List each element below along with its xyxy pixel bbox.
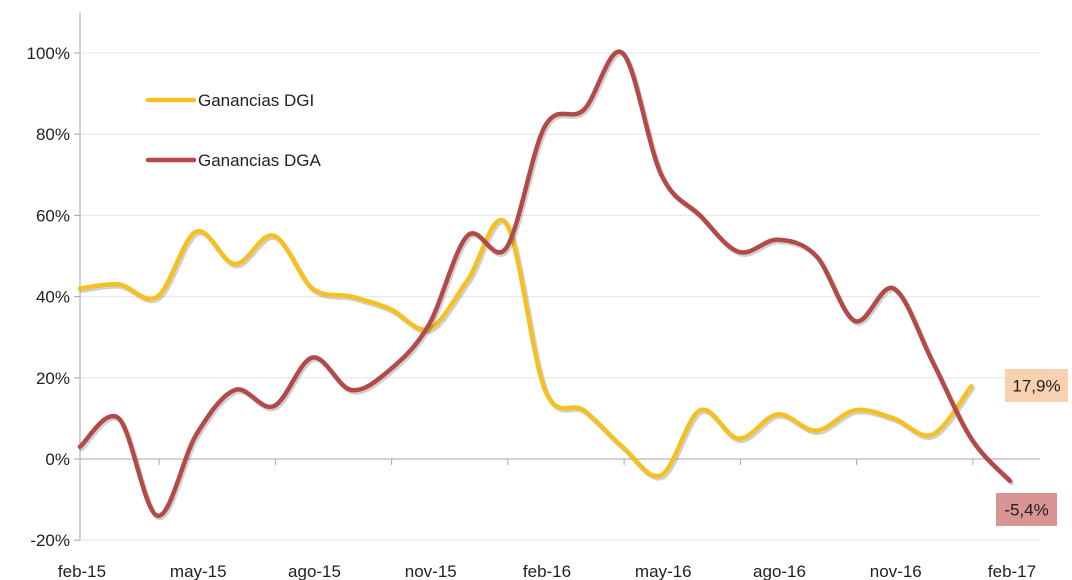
y-tick-label: -20% bbox=[30, 531, 70, 550]
x-tick-label: may-16 bbox=[635, 562, 692, 580]
legend-label-ganancias-dga: Ganancias DGA bbox=[198, 151, 321, 170]
series-shadow-ganancias-dgi bbox=[79, 219, 976, 481]
callout-ganancias-dgi: 17,9% bbox=[1005, 369, 1068, 402]
y-tick-label: 100% bbox=[27, 44, 70, 63]
callout-box bbox=[1005, 369, 1068, 402]
y-tick-label: 20% bbox=[36, 369, 70, 388]
legend: Ganancias DGI Ganancias DGA bbox=[145, 91, 321, 170]
y-tick-labels: 100% 80% 60% 40% 20% 0% -20% bbox=[27, 44, 80, 550]
y-tick-label: 60% bbox=[36, 206, 70, 225]
x-tick-label: ago-15 bbox=[288, 562, 341, 580]
x-tick-label: feb-17 bbox=[988, 562, 1036, 580]
x-tick-label: nov-16 bbox=[870, 562, 922, 580]
x-tick-label: may-15 bbox=[170, 562, 227, 580]
x-tick-label: feb-15 bbox=[58, 562, 106, 580]
callout-label: 17,9% bbox=[1012, 377, 1060, 396]
y-tick-label: 0% bbox=[45, 450, 70, 469]
series-lines bbox=[77, 49, 1014, 521]
x-tick-labels: feb-15 may-15 ago-15 nov-15 feb-16 may-16 ago-… bbox=[58, 459, 1036, 580]
axes bbox=[79, 12, 1040, 540]
series-line-ganancias-dga bbox=[77, 49, 1013, 519]
x-tick-label: nov-15 bbox=[405, 562, 457, 580]
annotations: 17,9% -5,4% bbox=[996, 369, 1068, 526]
y-tick-label: 80% bbox=[36, 125, 70, 144]
x-tick-label: feb-16 bbox=[523, 562, 571, 580]
y-tick-label: 40% bbox=[36, 288, 70, 307]
callout-label: -5,4% bbox=[1004, 501, 1048, 520]
series-line-ganancias-dgi bbox=[77, 218, 974, 479]
callout-box bbox=[996, 493, 1057, 526]
legend-label-ganancias-dgi: Ganancias DGI bbox=[198, 91, 314, 110]
x-tick-label: ago-16 bbox=[753, 562, 806, 580]
grid-lines bbox=[80, 52, 1040, 541]
callout-ganancias-dga: -5,4% bbox=[996, 493, 1057, 526]
